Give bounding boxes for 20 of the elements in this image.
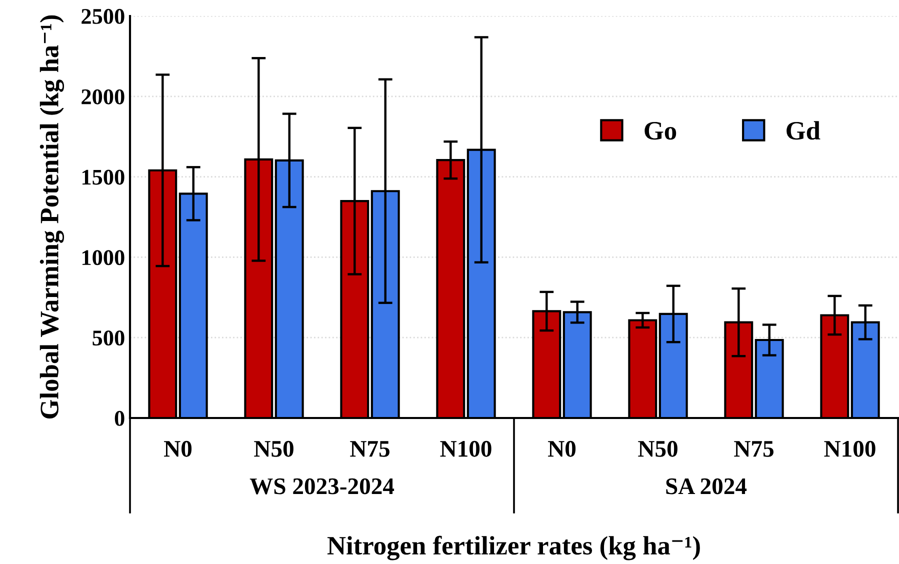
y-tick-label: 1500 — [82, 170, 124, 185]
x-tick-label: N0 — [164, 440, 192, 457]
x-tick-label: N100 — [824, 440, 876, 457]
x-tick-label: N75 — [734, 441, 774, 457]
x-tick-label: N50 — [638, 440, 678, 457]
legend-label: Gd — [786, 121, 820, 140]
y-tick-label: 500 — [92, 330, 124, 346]
legend-label: Go — [644, 122, 676, 140]
x-tick-label: N75 — [350, 441, 390, 457]
text: WS 2023-2024 — [250, 478, 394, 494]
x-tick-label: N0 — [548, 440, 576, 457]
y-tick-label: 1000 — [82, 250, 124, 266]
x-tick-label: N100 — [440, 440, 492, 457]
x-tick-label: N50 — [254, 440, 294, 457]
text: SA 2024 — [666, 478, 747, 494]
y-tick-label: 2000 — [82, 89, 124, 104]
y-axis-title: Global Warming Potential (kg ha⁻¹) — [40, 15, 64, 418]
y-tick-label: 0 — [114, 410, 124, 426]
x-axis-title: Nitrogen fertilizer rates (kg ha⁻¹) — [327, 536, 700, 560]
y-tick-label: 2500 — [82, 8, 124, 24]
